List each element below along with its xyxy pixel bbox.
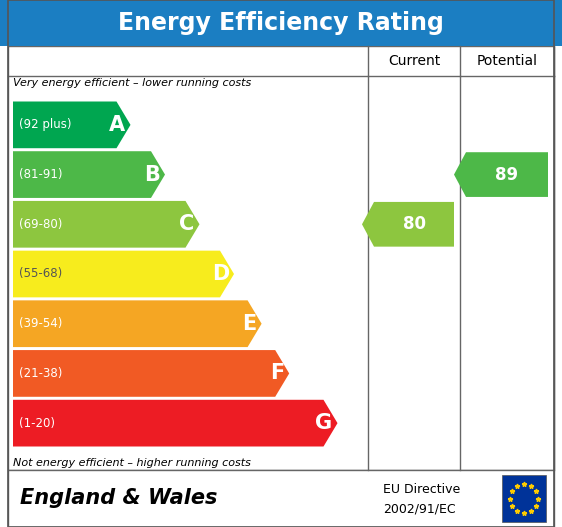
Text: Energy Efficiency Rating: Energy Efficiency Rating	[118, 11, 444, 35]
Polygon shape	[13, 400, 338, 446]
Text: (55-68): (55-68)	[19, 268, 62, 280]
Text: G: G	[315, 413, 333, 433]
Polygon shape	[13, 201, 200, 248]
Bar	[8, 46, 554, 470]
Text: A: A	[110, 115, 125, 135]
Polygon shape	[13, 151, 165, 198]
Text: 80: 80	[402, 216, 425, 233]
Polygon shape	[454, 152, 548, 197]
Text: EU Directive: EU Directive	[383, 483, 460, 496]
Polygon shape	[362, 202, 454, 247]
Text: England & Wales: England & Wales	[20, 489, 217, 509]
Bar	[8, 470, 554, 527]
Text: (81-91): (81-91)	[19, 168, 62, 181]
Text: (69-80): (69-80)	[19, 218, 62, 231]
Bar	[502, 475, 546, 522]
Text: C: C	[179, 214, 194, 235]
Text: F: F	[270, 364, 284, 384]
Text: Very energy efficient – lower running costs: Very energy efficient – lower running co…	[13, 78, 251, 88]
Polygon shape	[13, 102, 130, 148]
Text: D: D	[212, 264, 229, 284]
Text: (92 plus): (92 plus)	[19, 119, 71, 131]
Text: 89: 89	[496, 165, 519, 183]
Text: Not energy efficient – higher running costs: Not energy efficient – higher running co…	[13, 458, 251, 468]
Text: (1-20): (1-20)	[19, 417, 55, 430]
Text: Current: Current	[388, 54, 440, 68]
Text: B: B	[144, 164, 160, 184]
Text: E: E	[242, 314, 257, 334]
Text: (21-38): (21-38)	[19, 367, 62, 380]
Text: (39-54): (39-54)	[19, 317, 62, 330]
Polygon shape	[13, 300, 261, 347]
Polygon shape	[13, 251, 234, 297]
Polygon shape	[13, 350, 289, 397]
Text: 2002/91/EC: 2002/91/EC	[383, 502, 456, 515]
Text: Potential: Potential	[477, 54, 537, 68]
Bar	[0, 0, 562, 46]
